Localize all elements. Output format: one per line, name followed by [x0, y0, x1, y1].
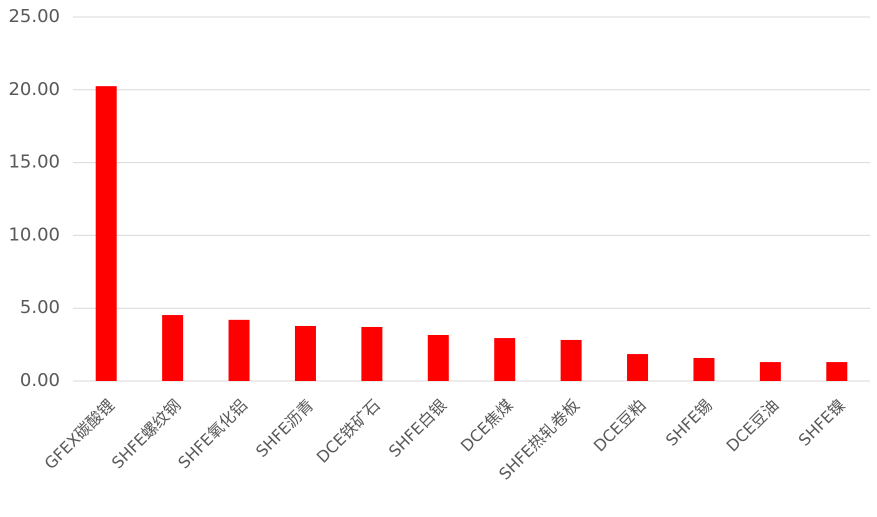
y-tick-label: 0.00 [20, 370, 60, 391]
bar [294, 325, 316, 381]
bar [162, 315, 184, 381]
x-tick-label: GFEX碳酸锂 [41, 396, 119, 474]
bar [361, 326, 383, 381]
x-tick-label: DCE豆粕 [590, 396, 650, 456]
bar [494, 338, 516, 381]
bar [427, 334, 449, 381]
bar [560, 339, 582, 381]
bar [759, 362, 781, 381]
y-tick-label: 10.00 [8, 224, 60, 245]
y-tick-label: 5.00 [20, 297, 60, 318]
bar [627, 354, 649, 381]
x-tick-label: SHFE螺纹钢 [108, 396, 185, 473]
x-tick-label: SHFE锡 [662, 396, 716, 450]
bar [95, 86, 117, 381]
y-tick-label: 20.00 [8, 79, 60, 100]
y-tick-label: 15.00 [8, 152, 60, 173]
bar [693, 357, 715, 381]
x-tick-label: SHFE沥青 [252, 396, 317, 461]
x-tick-label: DCE豆油 [723, 396, 783, 456]
bar [826, 362, 848, 381]
bar [228, 319, 250, 381]
x-tick-label: SHFE镍 [795, 396, 849, 450]
x-tick-label: SHFE白银 [385, 396, 450, 461]
y-tick-label: 25.00 [8, 6, 60, 27]
x-tick-label: DCE焦煤 [457, 396, 517, 456]
x-tick-label: DCE铁矿石 [313, 396, 384, 467]
x-tick-label: SHFE氧化铝 [174, 396, 251, 473]
